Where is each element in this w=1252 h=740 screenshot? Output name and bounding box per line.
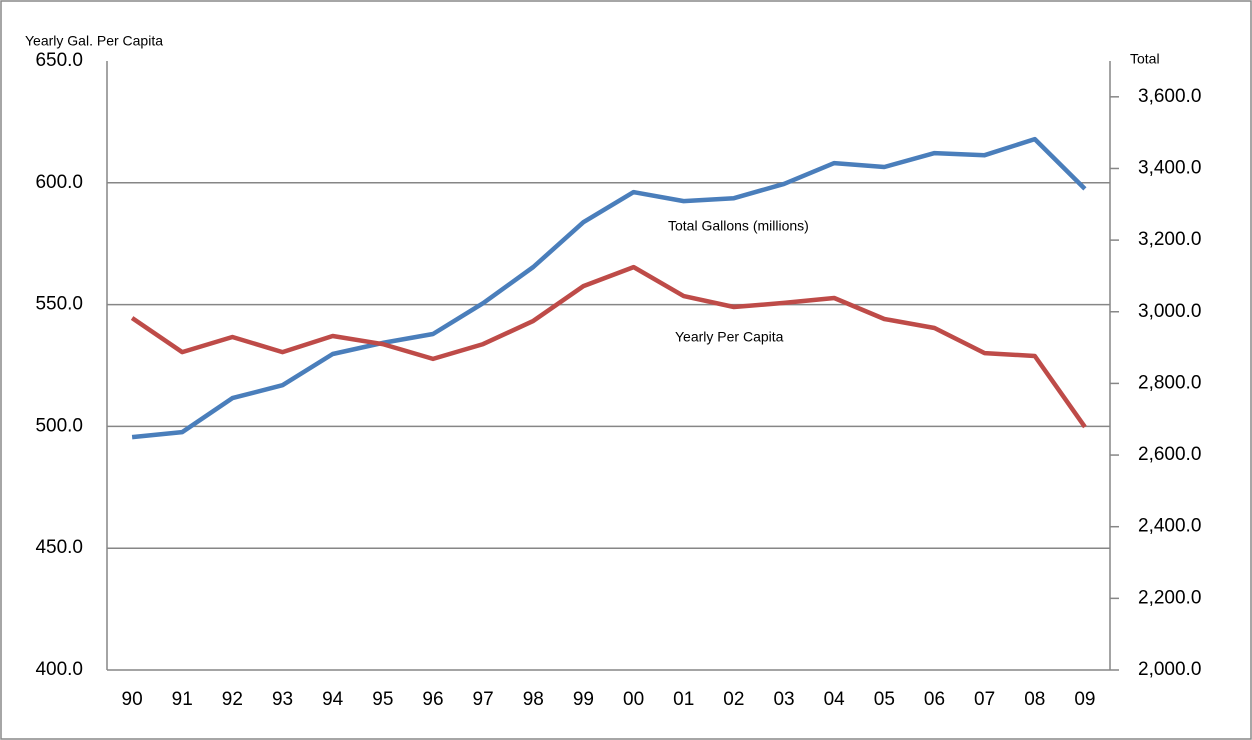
y-tick-label: 550.0 <box>35 294 83 315</box>
y-tick-label: 500.0 <box>35 415 83 436</box>
x-tick-label: 09 <box>1074 689 1095 710</box>
x-tick-label: 96 <box>422 689 443 710</box>
y2-tick-label: 2,000.0 <box>1138 659 1201 680</box>
x-tick-label: 04 <box>824 689 846 710</box>
x-tick-label: 07 <box>974 689 995 710</box>
y2-tick-label: 3,200.0 <box>1138 229 1201 250</box>
y2-tick-label: 2,400.0 <box>1138 516 1201 537</box>
x-tick-label: 06 <box>924 689 945 710</box>
x-tick-label: 97 <box>473 689 494 710</box>
y2-axis-label: Total <box>1130 51 1160 67</box>
x-tick-label: 02 <box>723 689 744 710</box>
x-tick-label: 91 <box>172 689 193 710</box>
y2-tick-label: 3,400.0 <box>1138 157 1201 178</box>
x-tick-label: 94 <box>322 689 344 710</box>
y-tick-label: 400.0 <box>35 659 83 680</box>
y2-tick-label: 2,600.0 <box>1138 444 1201 465</box>
y-tick-label: 600.0 <box>35 172 83 193</box>
series-line <box>130 264 1087 429</box>
x-tick-label: 05 <box>874 689 895 710</box>
y2-tick-label: 3,600.0 <box>1138 86 1201 107</box>
series-label: Yearly Per Capita <box>675 329 784 345</box>
x-tick-label: 00 <box>623 689 644 710</box>
x-tick-label: 01 <box>673 689 694 710</box>
y-axis-label: Yearly Gal. Per Capita <box>25 33 163 49</box>
x-tick-label: 99 <box>573 689 594 710</box>
series-label: Total Gallons (millions) <box>668 218 809 234</box>
y2-tick-label: 2,200.0 <box>1138 587 1201 608</box>
x-tick-label: 03 <box>773 689 794 710</box>
y-tick-label: 650.0 <box>35 50 83 71</box>
x-tick-label: 92 <box>222 689 243 710</box>
series-line <box>131 136 1087 440</box>
y2-tick-label: 3,000.0 <box>1138 301 1201 322</box>
y-tick-label: 450.0 <box>35 537 83 558</box>
x-tick-label: 90 <box>122 689 143 710</box>
y2-tick-label: 2,800.0 <box>1138 372 1201 393</box>
x-tick-label: 95 <box>372 689 393 710</box>
x-tick-label: 98 <box>523 689 544 710</box>
x-tick-label: 08 <box>1024 689 1045 710</box>
x-tick-label: 93 <box>272 689 293 710</box>
